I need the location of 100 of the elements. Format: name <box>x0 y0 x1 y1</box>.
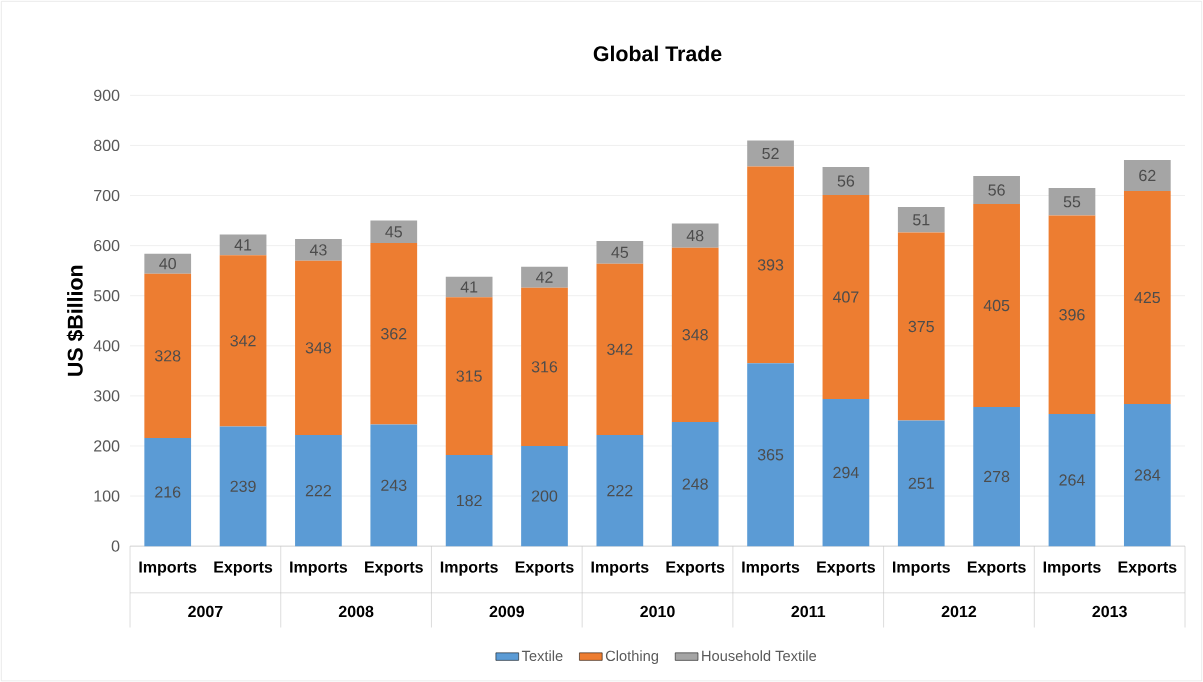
data-label: 375 <box>908 320 934 333</box>
y-axis-title: US $Billion <box>66 265 85 376</box>
bar <box>1123 159 1171 191</box>
y-tick-label: 300 <box>93 390 120 402</box>
bar <box>671 223 719 248</box>
data-label: 396 <box>1059 308 1085 321</box>
data-label: 41 <box>460 281 478 293</box>
bar <box>370 424 418 547</box>
text: 2008 <box>338 605 374 618</box>
data-label: 56 <box>837 175 855 187</box>
y-tick-label: 100 <box>94 490 120 502</box>
x-tick-label: Exports <box>666 561 725 576</box>
data-label: 56 <box>988 184 1005 196</box>
data-label: 40 <box>159 257 176 270</box>
data-label: 52 <box>762 147 779 160</box>
data-label: 316 <box>531 361 558 373</box>
bar <box>671 247 719 422</box>
bar <box>219 426 267 547</box>
data-label: 348 <box>305 342 332 354</box>
bar <box>1123 190 1171 404</box>
bar <box>596 241 644 264</box>
bar <box>1048 215 1096 414</box>
text: 2012 <box>941 605 977 618</box>
bar <box>521 266 568 288</box>
bar <box>295 434 342 547</box>
y-tick-label: 500 <box>93 289 120 302</box>
data-label: 315 <box>456 370 482 382</box>
bar <box>219 234 267 256</box>
bar <box>1123 403 1171 547</box>
data-label: 55 <box>1063 196 1081 208</box>
data-label: 216 <box>155 486 181 498</box>
bar <box>747 140 794 167</box>
text: 2011 <box>791 605 826 618</box>
data-label: 407 <box>832 291 859 303</box>
bar <box>144 253 192 274</box>
bar <box>219 255 267 427</box>
bar <box>445 454 493 547</box>
y-tick-label: 600 <box>94 239 120 252</box>
chart-title: Global Trade <box>593 45 722 62</box>
legend-label: Textile <box>521 650 563 661</box>
x-tick-label: Exports <box>365 561 423 576</box>
bar <box>521 445 568 547</box>
data-label: 294 <box>833 466 859 479</box>
bar <box>671 421 719 547</box>
bar <box>822 166 870 195</box>
bar <box>1048 187 1096 216</box>
bar <box>1048 413 1096 547</box>
x-tick-label: Imports <box>892 561 950 576</box>
data-label: 43 <box>309 244 327 256</box>
text: 2010 <box>640 605 675 618</box>
x-tick-label: Imports <box>591 561 649 576</box>
bar <box>973 203 1020 407</box>
data-label: 222 <box>607 484 633 497</box>
data-label: 239 <box>230 480 256 492</box>
data-label: 393 <box>757 259 784 271</box>
legend-label: Clothing <box>605 650 659 664</box>
data-label: 264 <box>1059 474 1085 486</box>
data-label: 365 <box>757 448 784 461</box>
bar <box>897 206 945 233</box>
data-label: 328 <box>154 350 181 362</box>
data-label: 251 <box>908 477 934 489</box>
bar <box>521 287 568 446</box>
data-label: 48 <box>686 229 704 242</box>
y-tick-label: 700 <box>94 189 120 202</box>
data-label: 42 <box>535 271 553 283</box>
bar <box>822 194 870 399</box>
data-label: 278 <box>984 470 1010 483</box>
x-tick-label: Exports <box>1118 561 1177 576</box>
text: 2013 <box>1092 605 1127 618</box>
bar <box>144 273 192 438</box>
data-label: 248 <box>682 478 708 490</box>
bar <box>596 434 644 547</box>
bar <box>973 175 1020 204</box>
data-label: 45 <box>385 226 402 238</box>
y-tick-label: 400 <box>93 340 120 352</box>
x-tick-label: Exports <box>817 561 876 576</box>
data-label: 425 <box>1134 291 1160 304</box>
bar <box>747 166 794 364</box>
x-tick-label: Exports <box>214 561 273 576</box>
data-label: 51 <box>913 214 930 226</box>
data-label: 284 <box>1134 469 1161 481</box>
text: 2009 <box>489 605 525 618</box>
y-tick-label: 900 <box>94 89 120 101</box>
data-label: 243 <box>381 479 407 491</box>
y-tick-label: 200 <box>94 440 120 452</box>
bar <box>370 220 418 244</box>
y-tick-label: 0 <box>111 540 120 552</box>
data-label: 405 <box>983 299 1010 312</box>
data-label: 342 <box>230 335 256 347</box>
data-label: 62 <box>1139 169 1156 182</box>
bar <box>897 232 945 421</box>
x-tick-label: Imports <box>440 561 498 576</box>
text: 2007 <box>188 605 223 618</box>
data-label: 222 <box>305 484 331 497</box>
data-label: 41 <box>234 239 252 251</box>
x-tick-label: Imports <box>139 561 197 576</box>
bar <box>596 263 644 435</box>
data-label: 362 <box>381 328 407 340</box>
bar <box>822 398 870 547</box>
x-tick-label: Exports <box>515 561 574 576</box>
